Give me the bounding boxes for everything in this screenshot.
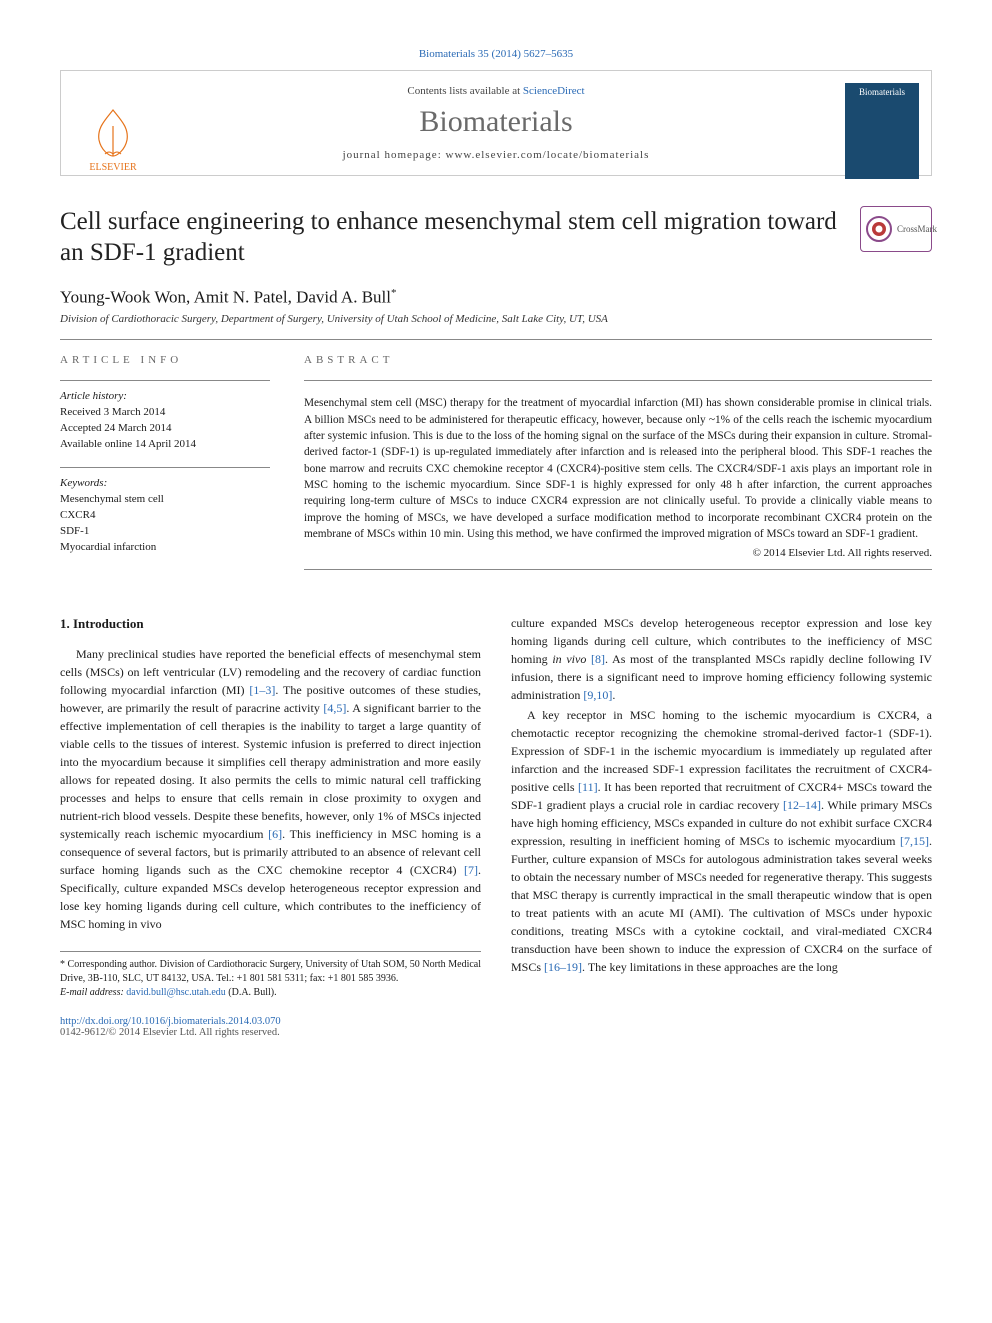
history-label: Article history:: [60, 390, 127, 402]
doi-link[interactable]: http://dx.doi.org/10.1016/j.biomaterials…: [60, 1016, 281, 1027]
body-span: . A significant barrier to the effective…: [60, 701, 481, 841]
crossmark-label: CrossMark: [897, 224, 937, 234]
body-span: . The key limitations in these approache…: [582, 960, 838, 974]
body-span: .: [612, 688, 615, 702]
keywords-block: Keywords: Mesenchymal stem cell CXCR4 SD…: [60, 467, 270, 556]
email-suffix: (D.A. Bull).: [226, 987, 277, 998]
issn-line: 0142-9612/© 2014 Elsevier Ltd. All right…: [60, 1027, 280, 1038]
ref-link[interactable]: [8]: [591, 652, 605, 666]
received-date: Received 3 March 2014: [60, 406, 165, 418]
crossmark-icon: [865, 215, 893, 243]
ref-link[interactable]: [16–19]: [544, 960, 582, 974]
keyword: CXCR4: [60, 509, 95, 521]
homepage-line: journal homepage: www.elsevier.com/locat…: [171, 149, 821, 161]
divider: [304, 380, 932, 381]
ref-link[interactable]: [7]: [464, 863, 478, 877]
ref-link[interactable]: [7,15]: [900, 834, 929, 848]
keyword: Mesenchymal stem cell: [60, 493, 164, 505]
contents-prefix: Contents lists available at: [407, 85, 522, 97]
ref-link[interactable]: [4,5]: [323, 701, 346, 715]
crossmark-badge[interactable]: CrossMark: [860, 206, 932, 252]
keyword: Myocardial infarction: [60, 541, 156, 553]
email-link[interactable]: david.bull@hsc.utah.edu: [126, 987, 225, 998]
doi-block: http://dx.doi.org/10.1016/j.biomaterials…: [60, 1016, 932, 1038]
homepage-prefix: journal homepage:: [343, 149, 446, 161]
cover-label: Biomaterials: [859, 87, 905, 97]
email-label: E-mail address:: [60, 987, 126, 998]
journal-header: ELSEVIER Biomaterials Contents lists ava…: [60, 70, 932, 176]
elsevier-tree-icon: [85, 106, 141, 162]
journal-name: Biomaterials: [171, 105, 821, 139]
divider: [304, 569, 932, 570]
ref-link[interactable]: [6]: [268, 827, 282, 841]
authors: Young-Wook Won, Amit N. Patel, David A. …: [60, 287, 932, 308]
sciencedirect-link[interactable]: ScienceDirect: [523, 85, 585, 97]
corresponding-mark: *: [391, 287, 397, 299]
article-title: Cell surface engineering to enhance mese…: [60, 206, 846, 269]
ref-link[interactable]: [12–14]: [783, 798, 821, 812]
article-info-label: article info: [60, 354, 270, 366]
ref-link[interactable]: [9,10]: [583, 688, 612, 702]
article-history: Article history: Received 3 March 2014 A…: [60, 380, 270, 453]
online-date: Available online 14 April 2014: [60, 438, 196, 450]
contents-line: Contents lists available at ScienceDirec…: [171, 85, 821, 97]
keywords-label: Keywords:: [60, 477, 107, 489]
elsevier-label: ELSEVIER: [89, 162, 136, 173]
body-span: . Further, culture expansion of MSCs for…: [511, 834, 932, 974]
homepage-url[interactable]: www.elsevier.com/locate/biomaterials: [446, 149, 650, 161]
ref-link[interactable]: [11]: [578, 780, 598, 794]
affiliation: Division of Cardiothoracic Surgery, Depa…: [60, 313, 932, 325]
author-names: Young-Wook Won, Amit N. Patel, David A. …: [60, 287, 391, 306]
journal-cover-thumb: Biomaterials: [845, 83, 919, 179]
abstract-copyright: © 2014 Elsevier Ltd. All rights reserved…: [304, 547, 932, 559]
abstract-text: Mesenchymal stem cell (MSC) therapy for …: [304, 395, 932, 542]
abstract-label: abstract: [304, 354, 932, 366]
elsevier-logo: ELSEVIER: [73, 83, 153, 173]
body-text: 1. Introduction Many preclinical studies…: [60, 614, 932, 1001]
section-heading: 1. Introduction: [60, 614, 481, 634]
corresponding-footnote: * Corresponding author. Division of Card…: [60, 951, 481, 1000]
divider: [60, 339, 932, 340]
footnote-text: * Corresponding author. Division of Card…: [60, 958, 481, 986]
accepted-date: Accepted 24 March 2014: [60, 422, 172, 434]
keyword: SDF-1: [60, 525, 89, 537]
citation-line: Biomaterials 35 (2014) 5627–5635: [60, 48, 932, 60]
ref-link[interactable]: [1–3]: [249, 683, 275, 697]
